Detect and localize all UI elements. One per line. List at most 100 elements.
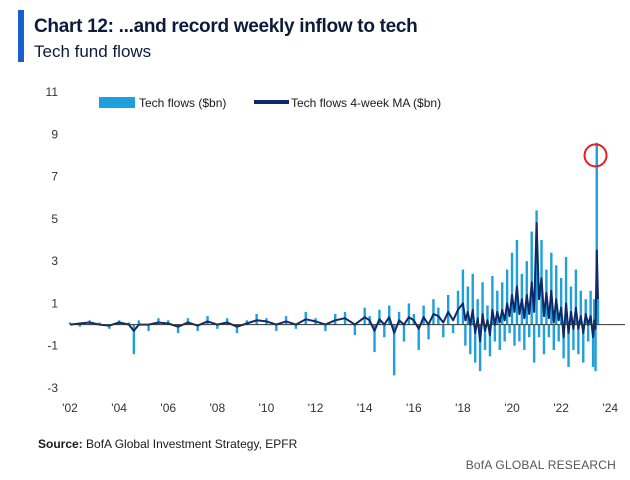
weekly-flow-bar (473, 324, 477, 363)
y-tick-label: 1 (51, 296, 58, 310)
weekly-flow-bar (591, 324, 595, 367)
weekly-flow-bar (157, 318, 160, 325)
weekly-flow-bar (572, 324, 575, 350)
weekly-flow-bar (584, 299, 587, 325)
x-tick-label: '16 (406, 401, 422, 415)
weekly-flow-bar (491, 275, 494, 325)
weekly-flow-bar (562, 324, 565, 359)
weekly-flow-bar (147, 324, 150, 331)
weekly-flow-bar (446, 294, 450, 325)
y-tick-label: 11 (46, 85, 59, 99)
weekly-flow-bar (451, 324, 455, 334)
weekly-flow-bar (324, 324, 327, 331)
weekly-flow-bar (589, 290, 592, 325)
weekly-flow-bar (569, 286, 573, 325)
weekly-flow-bar (574, 269, 578, 325)
weekly-flow-bar (417, 324, 420, 350)
brand-footer: BofA GLOBAL RESEARCH (465, 458, 616, 472)
weekly-flow-bar (373, 324, 376, 353)
weekly-flow-bar (552, 324, 555, 350)
weekly-flow-bar (176, 324, 180, 334)
weekly-flow-bar (493, 324, 497, 342)
weekly-flow-bar (528, 324, 531, 338)
weekly-flow-bar (206, 316, 209, 325)
weekly-flow-bar (383, 324, 386, 338)
weekly-flow-bar (535, 210, 538, 325)
weekly-flow-bar (442, 324, 445, 338)
weekly-flow-bar (132, 324, 136, 355)
legend-label-weekly: Tech flows ($bn) (139, 96, 226, 110)
weekly-flow-bar (392, 324, 396, 376)
weekly-flow-bar (550, 252, 553, 325)
weekly-flow-bar (363, 307, 366, 325)
weekly-flow-bar (108, 324, 111, 329)
legend-swatch-weekly (99, 97, 135, 108)
weekly-flow-bar (542, 324, 546, 355)
weekly-flow-bar (564, 256, 568, 325)
weekly-flow-bar (397, 311, 401, 325)
y-tick-label: 5 (51, 212, 58, 226)
y-tick-label: 7 (51, 170, 58, 184)
weekly-flow-bar (559, 278, 563, 325)
weekly-flow-bar (483, 324, 487, 350)
legend: Tech flows ($bn) Tech flows 4-week MA ($… (99, 96, 441, 110)
weekly-flow-bar (498, 324, 501, 350)
weekly-flow-bar (532, 324, 536, 363)
weekly-flow-bar (422, 305, 425, 325)
weekly-flow-bar (378, 309, 381, 325)
weekly-flow-bar (476, 299, 479, 325)
weekly-flow-bar (466, 286, 470, 325)
weekly-flow-bar (503, 324, 506, 342)
weekly-flow-bar (275, 324, 278, 331)
weekly-flow-bar (216, 324, 219, 329)
weekly-flow-bar (518, 324, 521, 342)
x-tick-label: '20 (504, 401, 520, 415)
weekly-flow-bar (557, 324, 560, 342)
weekly-flow-bar (456, 290, 460, 325)
ma-line-path (69, 222, 599, 343)
weekly-flow-bar (508, 324, 511, 334)
weekly-flow-bar (488, 324, 492, 357)
weekly-flow-bar (547, 324, 551, 338)
weekly-flow-bar (167, 320, 170, 325)
weekly-flow-bar (388, 305, 391, 325)
weekly-flow-series (68, 142, 600, 376)
y-tick-label: 9 (51, 127, 58, 141)
title-accent-bar (18, 10, 24, 62)
legend-label-ma: Tech flows 4-week MA ($bn) (291, 96, 441, 110)
highlight-circle (583, 143, 608, 168)
weekly-flow-bar (432, 299, 435, 325)
weekly-flow-bar (353, 324, 357, 336)
weekly-flow-bar (186, 318, 190, 325)
weekly-flow-bar (284, 316, 288, 325)
weekly-flow-bar (304, 311, 307, 325)
weekly-flow-bar (235, 324, 239, 334)
weekly-flow-bar (579, 290, 582, 325)
weekly-flow-bar (461, 269, 465, 325)
x-tick-label: '04 (111, 401, 127, 415)
weekly-flow-bar (595, 142, 598, 325)
weekly-flow-bar (471, 273, 474, 325)
x-tick-label: '06 (160, 401, 176, 415)
weekly-flow-bar (481, 282, 484, 325)
weekly-flow-bar (501, 282, 504, 325)
x-axis-tick-labels: '02 '04 '06 '08 '10 '12 '14 '16 '18 '20 '22 '24 (62, 401, 618, 415)
weekly-flow-bar (496, 290, 499, 325)
weekly-flow-bar (294, 324, 298, 329)
source-text: BofA Global Investment Strategy, EPFR (86, 437, 298, 451)
weekly-flow-bar (586, 324, 590, 342)
x-tick-label: '08 (210, 401, 226, 415)
x-tick-label: '22 (553, 401, 569, 415)
weekly-flow-bar (255, 314, 258, 325)
chart-subtitle: Tech fund flows (34, 42, 152, 61)
weekly-flow-bar (196, 324, 199, 331)
weekly-flow-bar (469, 324, 472, 355)
weekly-flow-bar (486, 305, 489, 325)
weekly-flow-bar (523, 324, 526, 350)
weekly-flow-bar (98, 322, 101, 325)
weekly-flow-bar (537, 324, 541, 338)
source-label: Source: (38, 437, 83, 451)
weekly-flow-bar (582, 324, 585, 363)
source-note: Source: BofA Global Investment Strategy,… (38, 437, 297, 451)
ma-series (69, 222, 599, 343)
